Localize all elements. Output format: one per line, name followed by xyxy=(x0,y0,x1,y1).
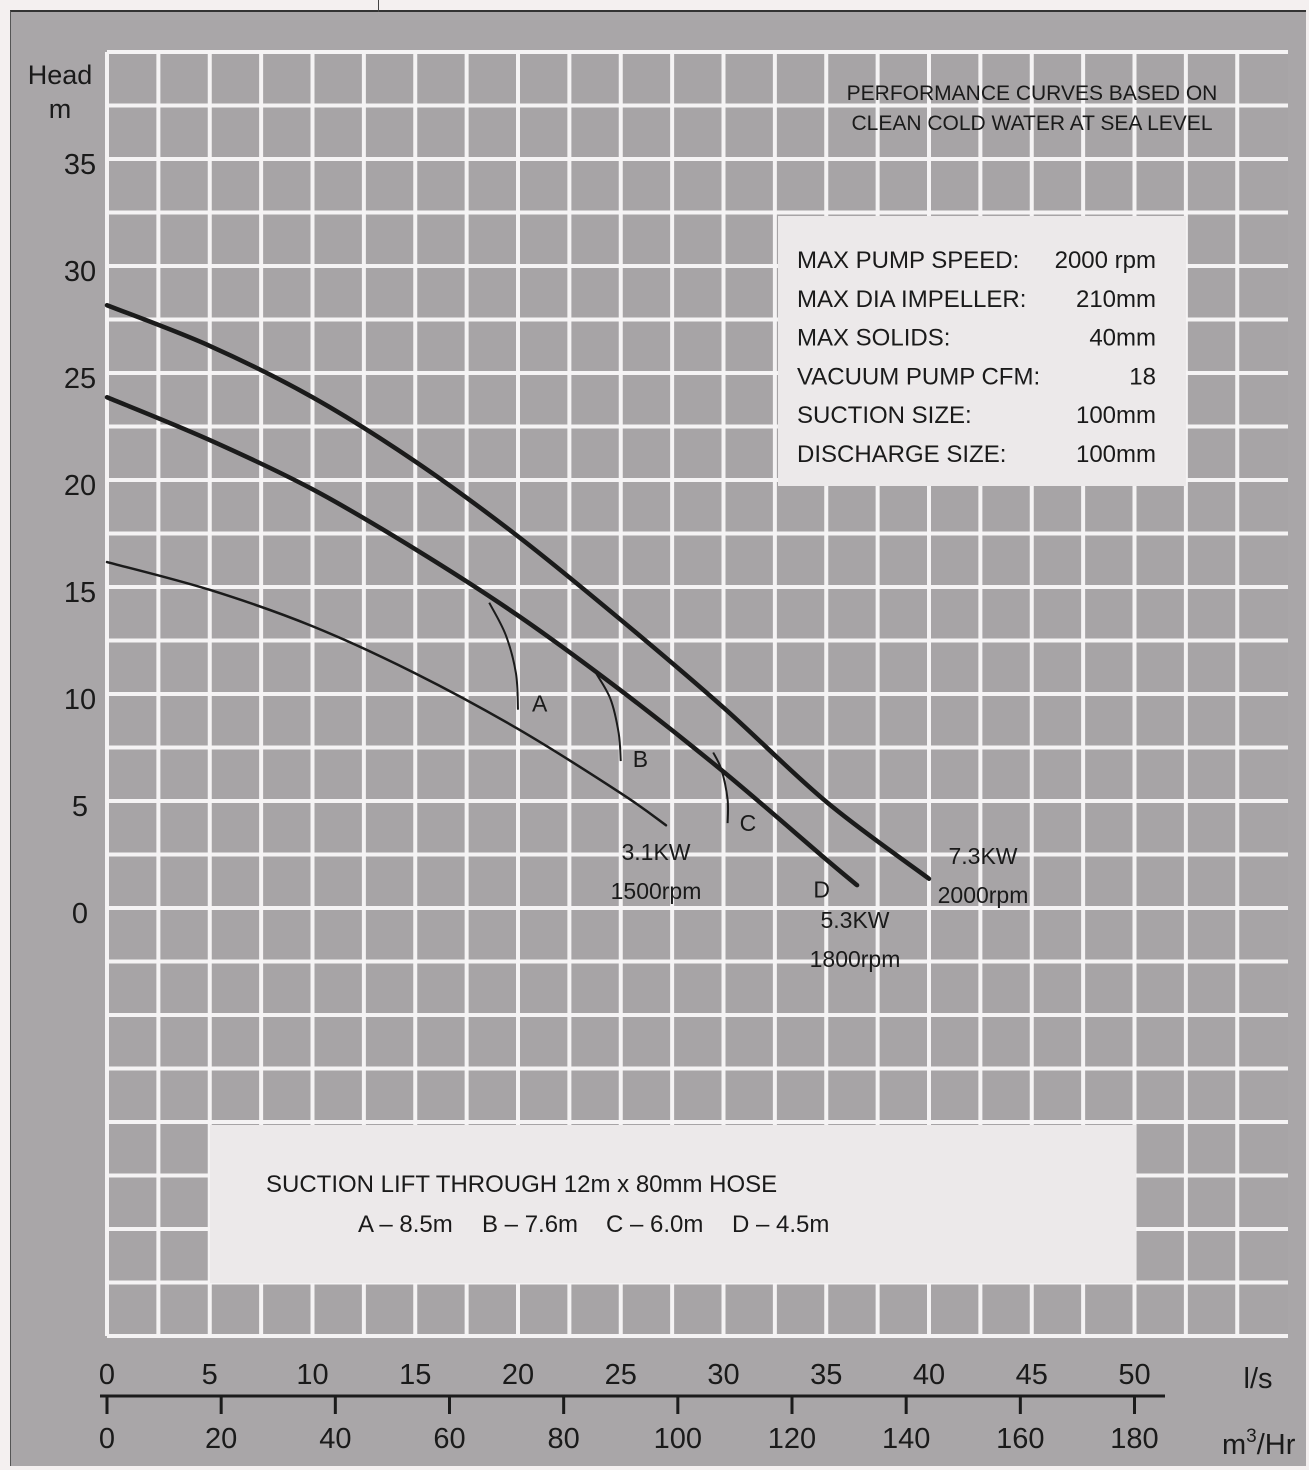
x-tick-label-ls: 15 xyxy=(399,1359,431,1391)
y-axis-label-line2: m xyxy=(49,94,72,124)
suction-box xyxy=(210,1125,1136,1283)
suction-curve-label: A xyxy=(532,691,548,717)
y-axis-label-line1: Head xyxy=(28,60,93,90)
x-axes: 0 5 10 15 20 25 30 35 40 45 50 0 20 40 60 80 100 120 140 16… xyxy=(99,1359,1165,1455)
x-tick-label-m3hr: 80 xyxy=(548,1423,580,1455)
suction-curve xyxy=(488,602,519,710)
spec-value: 100mm xyxy=(1076,402,1156,429)
x-tick-label-m3hr: 40 xyxy=(319,1423,351,1455)
x-tick-label-m3hr: 60 xyxy=(433,1423,465,1455)
suction-items: A – 8.5m B – 7.6m C – 6.0m D – 4.5m xyxy=(358,1211,829,1238)
x-tick-label-ls: 45 xyxy=(1016,1359,1048,1391)
chart-note-line2: CLEAN COLD WATER AT SEA LEVEL xyxy=(851,112,1212,135)
series-line xyxy=(104,395,860,888)
spec-label: MAX DIA IMPELLER: xyxy=(797,286,1026,313)
series-line xyxy=(105,560,668,827)
x-axis-label-m3hr-base: m xyxy=(1222,1429,1246,1461)
x-tick-label-m3hr: 20 xyxy=(205,1423,237,1455)
y-tick-label: 25 xyxy=(64,363,96,395)
suction-curve xyxy=(595,672,622,762)
series-label-power: 3.1KW xyxy=(621,839,690,865)
suction-item: C – 6.0m xyxy=(606,1211,703,1238)
spec-value: 2000 rpm xyxy=(1055,247,1156,274)
series-label-power: 7.3KW xyxy=(948,843,1017,869)
x-tick-label-ls: 30 xyxy=(707,1359,739,1391)
chart-note-line1: PERFORMANCE CURVES BASED ON xyxy=(847,82,1218,105)
x-tick-label-m3hr: 100 xyxy=(654,1423,702,1455)
y-tick-label: 35 xyxy=(64,149,96,181)
x-tick-label-ls: 35 xyxy=(810,1359,842,1391)
x-tick-label-ls: 20 xyxy=(502,1359,534,1391)
x-axis-label-m3hr-sup: 3 xyxy=(1246,1426,1257,1447)
suction-curve-label: B xyxy=(633,746,648,772)
x-tick-label-ls: 50 xyxy=(1118,1359,1150,1391)
x-tick-label-ls: 25 xyxy=(605,1359,637,1391)
spec-label: MAX PUMP SPEED: xyxy=(797,247,1019,274)
suction-title: SUCTION LIFT THROUGH 12m x 80mm HOSE xyxy=(266,1171,777,1198)
x-tick-label-ls: 5 xyxy=(202,1359,218,1391)
spec-label: MAX SOLIDS: xyxy=(797,325,950,352)
y-tick-label: 30 xyxy=(64,256,96,288)
y-tick-label: 20 xyxy=(64,470,96,502)
series-label-power: 5.3KW xyxy=(820,907,889,933)
suction-curves: A B C D xyxy=(488,602,830,902)
series-label-speed: 2000rpm xyxy=(938,882,1029,908)
y-tick-label: 5 xyxy=(72,791,88,823)
series-line xyxy=(104,302,932,882)
suction-curve xyxy=(712,752,730,824)
x-tick-label-ls: 10 xyxy=(296,1359,328,1391)
x-tick-label-ls: 0 xyxy=(99,1359,115,1391)
y-ticks: 0 5 10 15 20 25 30 35 xyxy=(64,149,96,930)
x-tick-label-m3hr: 120 xyxy=(768,1423,816,1455)
curves xyxy=(104,302,932,888)
x-tick-label-m3hr: 140 xyxy=(882,1423,930,1455)
suction-item: A – 8.5m xyxy=(358,1211,453,1238)
spec-label: VACUUM PUMP CFM: xyxy=(797,363,1040,390)
x-axis-label-m3hr: m3/Hr xyxy=(1222,1426,1296,1461)
x-axis-label-m3hr-tail: /Hr xyxy=(1257,1429,1296,1461)
spec-box xyxy=(778,216,1186,486)
spec-label: DISCHARGE SIZE: xyxy=(797,441,1006,468)
spec-value: 210mm xyxy=(1076,286,1156,313)
top-divider xyxy=(378,0,379,12)
suction-curve-label: C xyxy=(740,810,757,836)
series-label-speed: 1800rpm xyxy=(810,946,901,972)
y-tick-label: 0 xyxy=(72,898,88,930)
series-label-speed: 1500rpm xyxy=(611,878,702,904)
spec-value: 18 xyxy=(1129,363,1156,390)
spec-list: MAX PUMP SPEED: 2000 rpm MAX DIA IMPELLER:… xyxy=(797,247,1156,468)
suction-curve-label: D xyxy=(813,876,830,902)
y-tick-label: 15 xyxy=(64,577,96,609)
suction-item: B – 7.6m xyxy=(482,1211,578,1238)
x-tick-label-m3hr: 160 xyxy=(996,1423,1044,1455)
suction-item: D – 4.5m xyxy=(732,1211,829,1238)
x-tick-label-ls: 40 xyxy=(913,1359,945,1391)
y-tick-label: 10 xyxy=(64,684,96,716)
x-tick-label-m3hr: 0 xyxy=(99,1423,115,1455)
x-tick-label-m3hr: 180 xyxy=(1110,1423,1158,1455)
x-axis-label-ls: l/s xyxy=(1244,1363,1273,1395)
spec-label: SUCTION SIZE: xyxy=(797,402,972,429)
spec-value: 100mm xyxy=(1076,441,1156,468)
spec-value: 40mm xyxy=(1089,325,1156,352)
curve-labels: 7.3KW 2000rpm 5.3KW 1800rpm 3.1KW 1500rpm xyxy=(611,839,1029,972)
